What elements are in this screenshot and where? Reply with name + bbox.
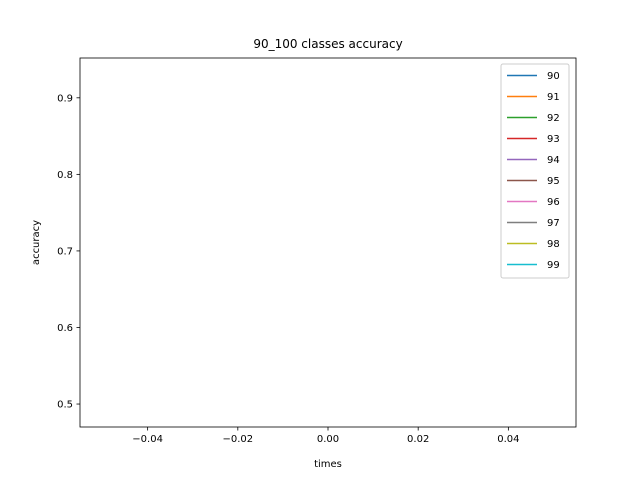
chart-title: 90_100 classes accuracy [253,37,402,51]
legend-label-90: 90 [547,71,560,82]
legend-label-98: 98 [547,239,560,250]
legend-label-92: 92 [547,113,560,124]
x-tick-label: 0.04 [497,434,519,445]
legend-label-99: 99 [547,260,560,271]
x-axis-ticks: −0.04 −0.02 0.00 0.02 0.04 [132,427,519,445]
y-tick-label: 0.6 [57,323,73,334]
y-axis-ticks: 0.5 0.6 0.7 0.8 0.9 [57,93,80,411]
y-axis-label: accuracy [31,220,42,265]
x-tick-label: −0.02 [222,434,253,445]
y-tick-label: 0.9 [57,93,73,104]
legend-label-91: 91 [547,92,560,103]
legend-label-93: 93 [547,134,560,145]
y-tick-label: 0.8 [57,170,73,181]
legend-label-94: 94 [547,155,560,166]
x-axis-label: times [314,459,342,470]
y-tick-label: 0.7 [57,246,73,257]
x-tick-label: −0.04 [132,434,163,445]
x-tick-label: 0.00 [317,434,339,445]
legend-label-96: 96 [547,197,560,208]
y-tick-label: 0.5 [57,400,73,411]
legend-label-97: 97 [547,218,560,229]
plot-frame [79,57,577,428]
legend: 90 91 92 93 94 95 96 97 98 99 [500,63,570,279]
legend-label-95: 95 [547,176,560,187]
x-tick-label: 0.02 [407,434,429,445]
